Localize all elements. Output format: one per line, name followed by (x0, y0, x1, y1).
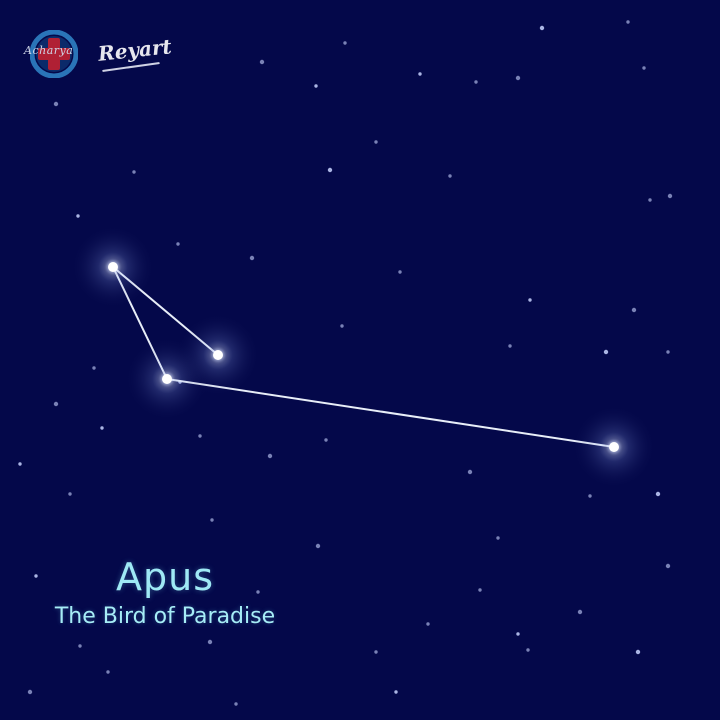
constellation-star (108, 262, 118, 272)
background-star (340, 324, 344, 328)
constellation-line (166, 378, 615, 448)
background-star (34, 574, 38, 578)
background-star (207, 639, 213, 645)
background-star (665, 563, 671, 569)
background-star (635, 649, 641, 655)
background-star (394, 690, 398, 694)
background-star (631, 307, 637, 313)
background-star (256, 590, 260, 594)
constellation-star (213, 350, 223, 360)
background-star (53, 401, 59, 407)
background-star (526, 648, 530, 652)
background-star (92, 366, 96, 370)
background-star (176, 242, 180, 246)
background-star (398, 270, 402, 274)
logo-badge-text: Acharya (24, 44, 74, 57)
constellation-star (609, 442, 619, 452)
logo-badge-icon (30, 30, 78, 78)
constellation-name: Apus (116, 555, 214, 599)
background-star (577, 609, 583, 615)
background-star (78, 644, 82, 648)
background-star (106, 670, 110, 674)
background-star (374, 650, 378, 654)
background-star (314, 84, 318, 88)
background-star (508, 344, 512, 348)
background-star (249, 255, 255, 261)
background-star (426, 622, 430, 626)
background-star (603, 349, 609, 355)
background-stars (18, 20, 673, 706)
title-block: Apus The Bird of Paradise (0, 552, 330, 632)
background-star (655, 491, 661, 497)
constellation-stars (71, 225, 656, 489)
background-star (648, 198, 652, 202)
background-star (259, 59, 265, 65)
background-star (53, 101, 59, 107)
background-star (198, 434, 202, 438)
background-star (100, 426, 104, 430)
constellation-star (162, 374, 172, 384)
background-star (234, 702, 238, 706)
background-star (315, 543, 321, 549)
background-star (478, 588, 482, 592)
background-star (448, 174, 452, 178)
background-star (18, 462, 22, 466)
background-star (539, 25, 545, 31)
background-star (667, 193, 673, 199)
background-star (516, 632, 520, 636)
background-star (418, 72, 422, 76)
logo-wordmark: Reyart (96, 34, 173, 66)
background-star (626, 20, 630, 24)
background-star (642, 66, 646, 70)
logo: Acharya Reyart (20, 26, 180, 82)
background-star (76, 214, 80, 218)
background-star (666, 350, 670, 354)
background-star (515, 75, 521, 81)
background-star (327, 167, 333, 173)
background-star (528, 298, 532, 302)
background-star (496, 536, 500, 540)
background-star (467, 469, 473, 475)
background-star (588, 494, 592, 498)
background-star (27, 689, 33, 695)
background-star (374, 140, 378, 144)
background-star (324, 438, 328, 442)
background-star (210, 518, 214, 522)
background-star (132, 170, 136, 174)
background-star (68, 492, 72, 496)
background-star (267, 453, 273, 459)
background-star (474, 80, 478, 84)
constellation-subtitle: The Bird of Paradise (54, 604, 276, 629)
background-star (343, 41, 347, 45)
